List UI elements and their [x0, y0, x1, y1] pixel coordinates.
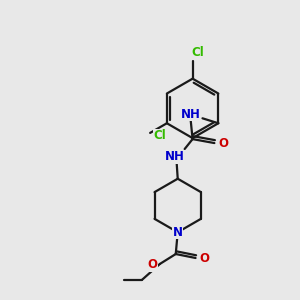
- Text: O: O: [218, 136, 228, 150]
- Text: O: O: [200, 253, 209, 266]
- Text: NH: NH: [181, 108, 200, 121]
- Text: NH: NH: [165, 150, 185, 164]
- Text: N: N: [173, 226, 183, 239]
- Text: Cl: Cl: [154, 129, 166, 142]
- Text: O: O: [147, 258, 157, 272]
- Text: Cl: Cl: [191, 46, 204, 59]
